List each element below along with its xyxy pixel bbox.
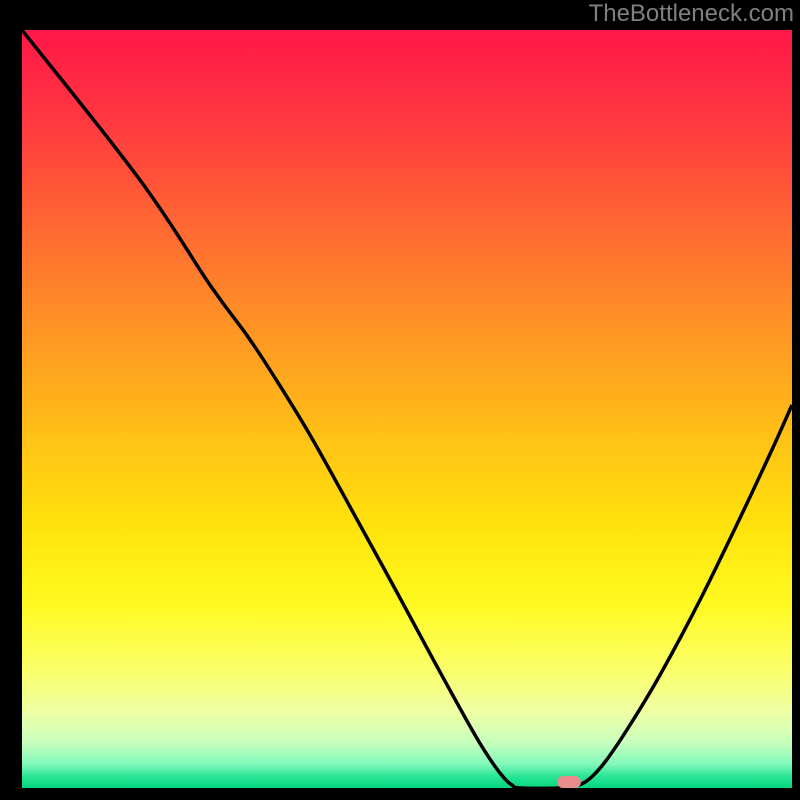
plot-background	[22, 30, 792, 788]
chart-container: TheBottleneck.com	[0, 0, 800, 800]
watermark-text: TheBottleneck.com	[589, 0, 794, 28]
optimum-marker	[557, 776, 581, 788]
chart-svg	[0, 0, 800, 800]
